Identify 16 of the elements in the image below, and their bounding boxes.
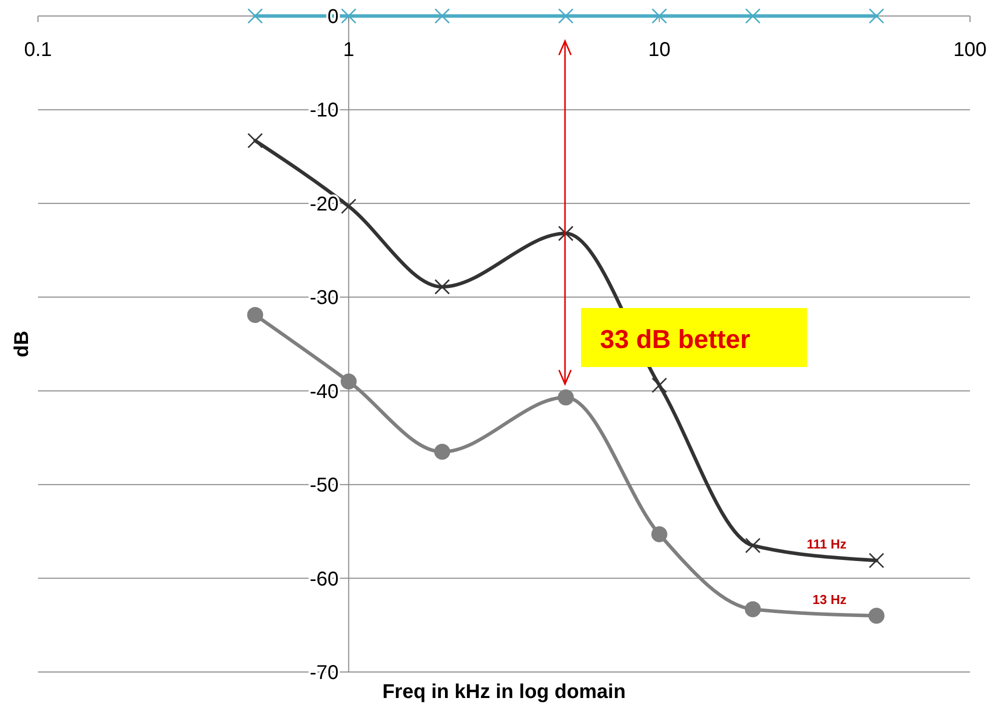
y-tick-label: -20 xyxy=(310,193,339,216)
x-tick-label: 0.1 xyxy=(24,39,52,61)
x-axis-title: Freq in kHz in log domain xyxy=(382,681,626,703)
y-tick-label: -40 xyxy=(310,380,339,403)
series-label: 13 Hz xyxy=(812,592,847,607)
x-tick-label: 1 xyxy=(343,39,354,61)
x-tick-label: 100 xyxy=(953,39,987,61)
series-label: 111 Hz xyxy=(806,536,847,552)
x-tick-label: 10 xyxy=(648,39,670,61)
y-tick-label: -10 xyxy=(310,100,339,122)
y-tick-label: -50 xyxy=(310,474,339,497)
y-axis-title: dB xyxy=(11,330,33,358)
y-tick-label: -70 xyxy=(310,662,339,684)
y-tick-label: -30 xyxy=(310,287,339,310)
annotation: 33 dB better xyxy=(600,324,750,354)
y-tick-label: -60 xyxy=(310,568,339,590)
